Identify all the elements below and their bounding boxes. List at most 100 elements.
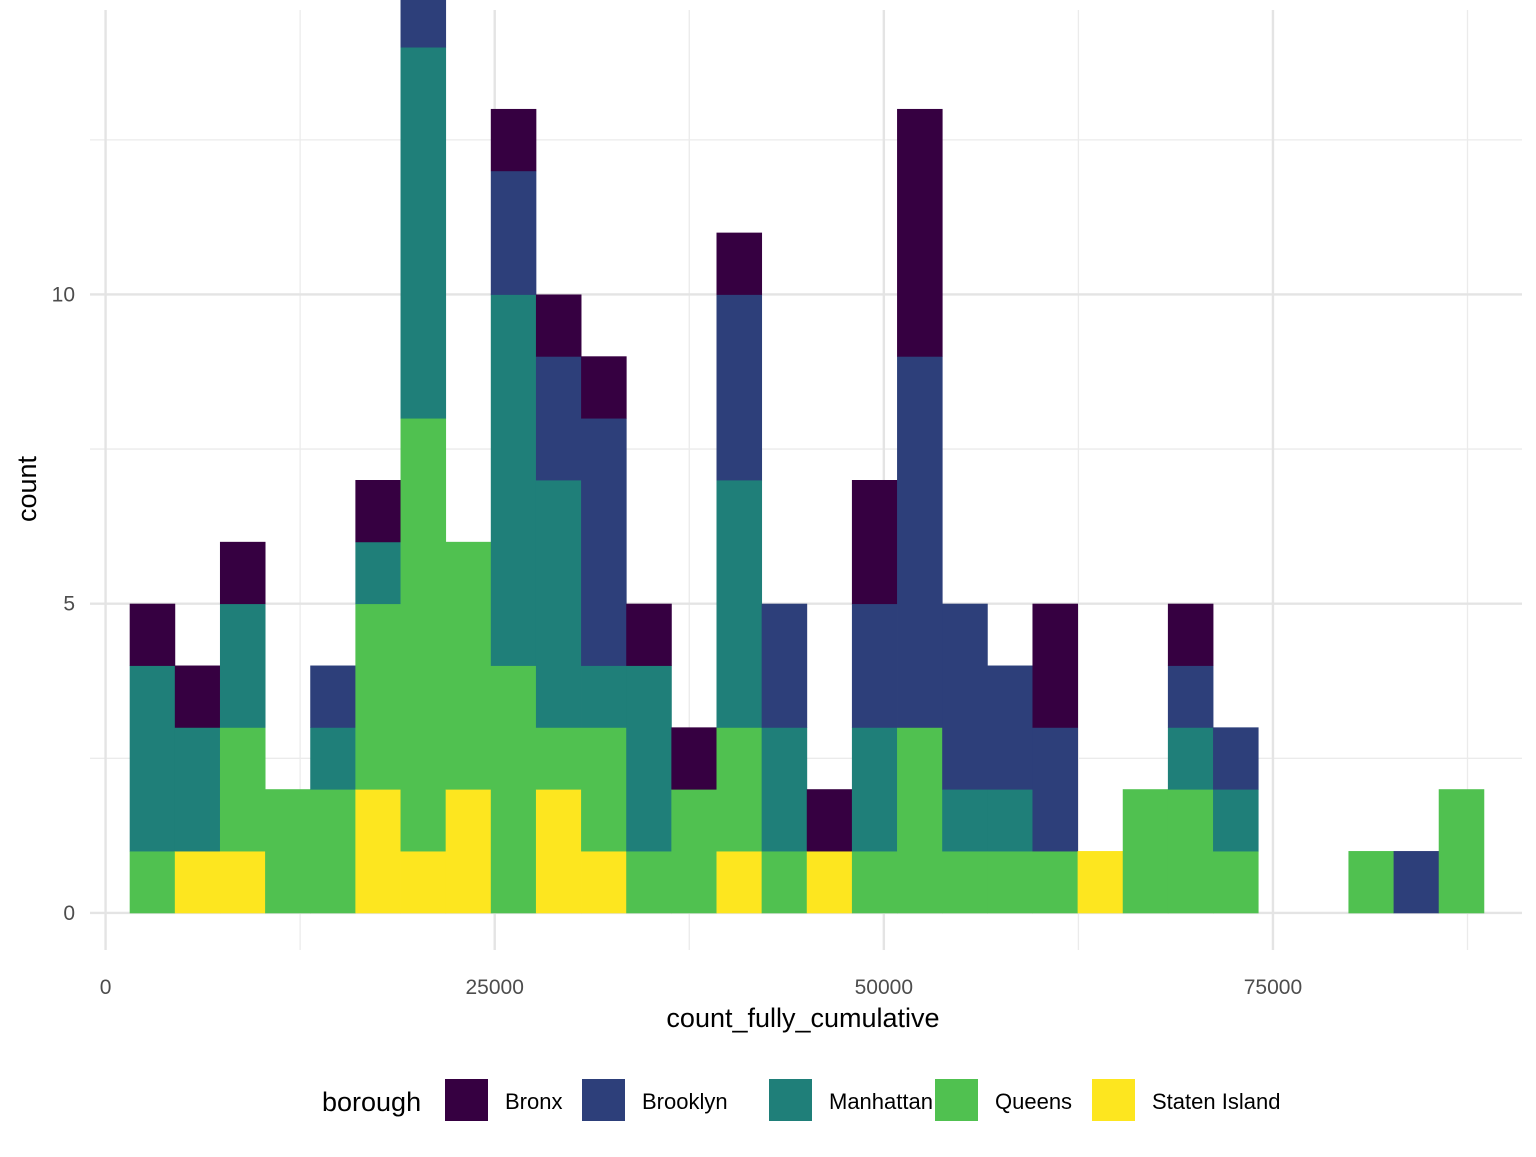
legend-swatch-manhattan <box>769 1079 812 1121</box>
bar-manhattan <box>987 789 1033 852</box>
legend-label-manhattan: Manhattan <box>829 1089 933 1114</box>
bar-brooklyn <box>987 665 1033 790</box>
bar-brooklyn <box>851 603 898 728</box>
bar-manhattan <box>129 665 176 852</box>
bar-manhattan <box>490 294 537 666</box>
bar-manhattan <box>355 541 401 605</box>
legend-swatch-queens <box>935 1079 978 1121</box>
bar-staten-island <box>716 851 763 914</box>
bar-manhattan <box>174 727 221 852</box>
bar-queens <box>129 851 176 914</box>
bar-queens <box>400 418 447 852</box>
bar-manhattan <box>942 789 988 852</box>
bar-queens <box>535 727 582 790</box>
bar-manhattan <box>761 727 808 852</box>
bar-brooklyn <box>535 356 582 481</box>
bar-queens <box>265 789 311 914</box>
legend-swatch-staten-island <box>1092 1079 1135 1121</box>
bar-bronx <box>626 603 672 666</box>
bar-queens <box>355 603 401 790</box>
bar-queens <box>581 727 627 852</box>
bar-bronx <box>219 541 266 605</box>
bar-staten-island <box>355 789 401 914</box>
legend-label-brooklyn: Brooklyn <box>642 1089 728 1114</box>
bar-staten-island <box>174 851 221 914</box>
bar-queens <box>626 851 672 914</box>
bar-bronx <box>716 232 763 295</box>
legend-label-queens: Queens <box>995 1089 1072 1114</box>
bar-bronx <box>1167 603 1214 666</box>
bar-manhattan <box>626 665 672 852</box>
bar-brooklyn <box>1213 727 1259 790</box>
bar-brooklyn <box>897 356 943 728</box>
legend-label-staten-island: Staten Island <box>1152 1089 1280 1114</box>
bar-manhattan <box>400 47 447 419</box>
bar-queens <box>761 851 808 914</box>
bar-brooklyn <box>400 0 447 48</box>
bar-queens <box>716 727 763 852</box>
bars <box>129 0 1485 914</box>
bar-manhattan <box>851 727 898 852</box>
bar-brooklyn <box>942 603 988 790</box>
bar-manhattan <box>219 603 266 728</box>
x-tick-label: 75000 <box>1244 976 1302 999</box>
bar-staten-island <box>445 789 492 914</box>
legend-label-bronx: Bronx <box>505 1089 562 1114</box>
bar-manhattan <box>716 480 763 728</box>
y-axis-title: count <box>12 455 42 522</box>
bar-queens <box>1122 789 1169 914</box>
x-tick-label: 0 <box>100 976 112 999</box>
bar-queens <box>490 665 537 914</box>
bar-queens <box>219 727 266 852</box>
bar-bronx <box>897 108 943 357</box>
legend-swatch-bronx <box>445 1079 488 1121</box>
bar-queens <box>1167 789 1214 914</box>
bar-queens <box>310 789 356 914</box>
x-axis-title: count_fully_cumulative <box>666 1003 939 1033</box>
bar-brooklyn <box>490 170 537 295</box>
bar-queens <box>1438 789 1485 914</box>
bar-bronx <box>1032 603 1079 728</box>
x-tick-label: 25000 <box>465 976 523 999</box>
bar-bronx <box>129 603 176 666</box>
bar-bronx <box>355 480 401 543</box>
bar-bronx <box>671 727 717 790</box>
bar-staten-island <box>806 851 853 914</box>
y-tick-label: 0 <box>63 902 75 925</box>
bar-brooklyn <box>310 665 356 728</box>
bar-queens <box>897 727 943 914</box>
bar-bronx <box>535 294 582 357</box>
legend-items: Bronx Brooklyn Manhattan Queens Staten Islan… <box>445 1079 1280 1121</box>
bar-staten-island <box>581 851 627 914</box>
y-tick-label: 10 <box>52 283 75 306</box>
y-tick-label: 5 <box>63 593 75 616</box>
bar-manhattan <box>581 665 627 728</box>
bar-staten-island <box>400 851 447 914</box>
legend-title: borough <box>322 1087 421 1117</box>
bar-bronx <box>851 480 898 605</box>
bar-queens <box>942 851 988 914</box>
bar-manhattan <box>535 480 582 728</box>
bar-manhattan <box>1167 727 1214 790</box>
legend-swatch-brooklyn <box>582 1079 625 1121</box>
bar-brooklyn <box>1167 665 1214 728</box>
bar-queens <box>851 851 898 914</box>
bar-queens <box>1213 851 1259 914</box>
bar-brooklyn <box>716 294 763 481</box>
bar-staten-island <box>219 851 266 914</box>
bar-queens <box>671 789 717 914</box>
bar-manhattan <box>1213 789 1259 852</box>
x-tick-label: 50000 <box>855 976 913 999</box>
bar-staten-island <box>535 789 582 914</box>
bar-brooklyn <box>761 603 808 728</box>
axes: 0 25000 50000 75000 0 5 10 <box>52 283 1303 999</box>
bar-queens <box>1032 851 1079 914</box>
legend: borough Bronx Brooklyn Manhattan Queens Stat… <box>322 1079 1280 1121</box>
bar-queens <box>445 541 492 790</box>
bar-brooklyn <box>1393 851 1440 914</box>
bar-bronx <box>174 665 221 728</box>
bar-queens <box>1348 851 1394 914</box>
bar-bronx <box>490 108 537 172</box>
